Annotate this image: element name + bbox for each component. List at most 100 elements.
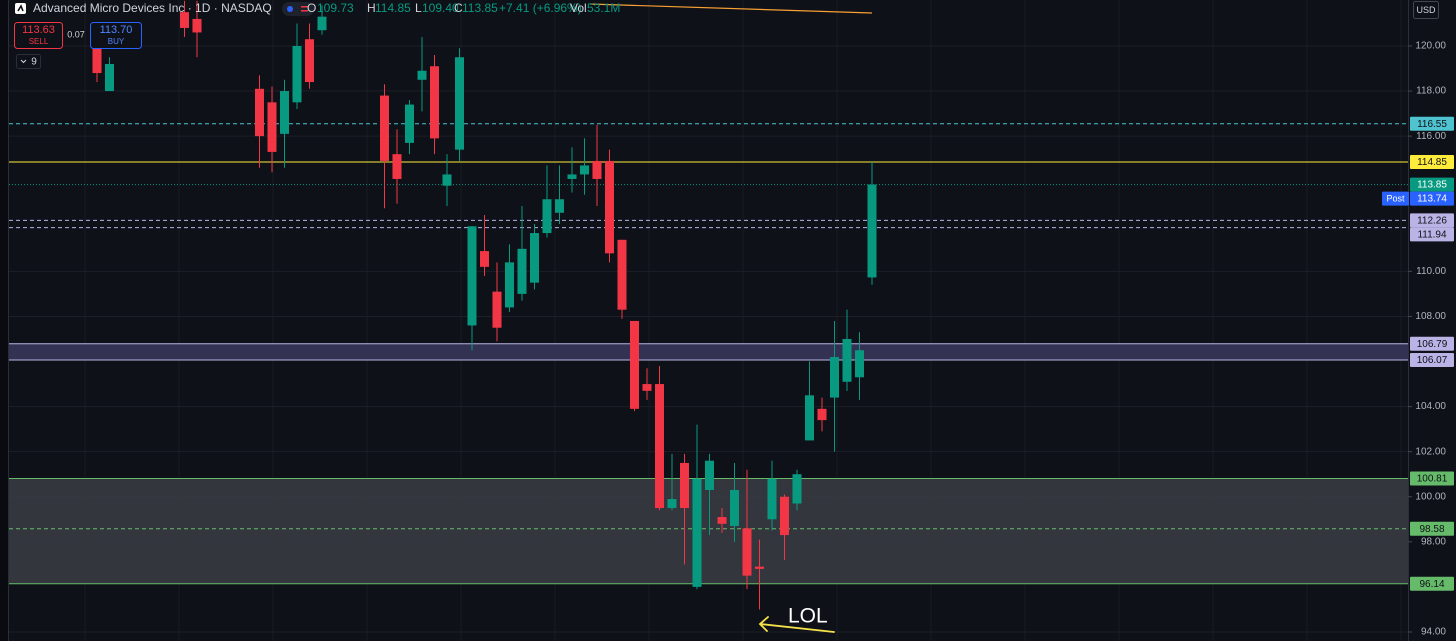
symbol-title: Advanced Micro Devices Inc · 1D · NASDAQ xyxy=(33,1,272,15)
header: Advanced Micro Devices Inc · 1D · NASDAQ… xyxy=(15,1,620,16)
candle-body xyxy=(692,478,702,587)
ohlc-value: 114.85 xyxy=(375,1,411,15)
candle-body xyxy=(392,154,402,179)
price-label-box xyxy=(1410,116,1454,131)
buy-button[interactable] xyxy=(90,22,142,49)
axis-labels: 94.00 98.00 100.00 102.00 104.00 108.00 110.00… xyxy=(1382,41,1454,638)
candle-body xyxy=(592,160,602,179)
candle-body xyxy=(530,233,539,283)
candle-body xyxy=(180,12,189,28)
price-label: 100.81 xyxy=(1417,474,1448,485)
price-label-box xyxy=(1410,155,1454,170)
sell-price: 113.63 xyxy=(22,24,55,36)
candle-body xyxy=(417,70,427,80)
indicators-toggle[interactable] xyxy=(16,54,41,69)
sell-button[interactable] xyxy=(14,22,63,49)
candle-body xyxy=(467,226,477,326)
candle-body xyxy=(805,395,814,441)
candle-body xyxy=(317,16,327,31)
ohlc-label: H xyxy=(367,1,376,15)
y-tick-label: 102.00 xyxy=(1415,446,1446,457)
ohlc-value: 109.40 xyxy=(422,1,459,15)
candle-body xyxy=(255,88,264,137)
price-tag-box xyxy=(1382,191,1409,206)
y-tick-label: 120.00 xyxy=(1415,41,1446,52)
currency-button[interactable] xyxy=(1413,1,1439,19)
candle-body xyxy=(517,248,527,294)
candle-body xyxy=(742,528,752,576)
candle-body xyxy=(717,517,727,524)
candle-body xyxy=(780,496,789,536)
annotation-text: LOL xyxy=(788,605,828,628)
buy-price: 113.70 xyxy=(100,24,133,36)
candle-body xyxy=(617,239,627,310)
ohlc-label: C xyxy=(454,1,463,15)
price-label-box xyxy=(1410,177,1454,192)
spread: 0.07 xyxy=(67,29,85,39)
price-label: 113.85 xyxy=(1417,180,1447,191)
candle-body xyxy=(455,57,464,150)
price-label: 106.79 xyxy=(1417,339,1448,350)
candle-body xyxy=(867,184,877,278)
price-label-box xyxy=(1410,576,1454,591)
price-label-box xyxy=(1410,471,1454,486)
logo-glyph xyxy=(17,4,24,12)
y-tick-label: 108.00 xyxy=(1415,311,1446,322)
candle-body xyxy=(855,350,864,378)
candle-body xyxy=(505,262,514,308)
candle-body xyxy=(755,566,764,569)
price-label: 98.58 xyxy=(1419,524,1444,535)
price-label-box xyxy=(1410,521,1454,536)
candle-body xyxy=(842,338,852,382)
volume-value: 53.1M xyxy=(587,1,620,15)
trade-panel: 113.63 SELL 0.07 113.70 BUY 9 xyxy=(14,22,142,69)
candle-body xyxy=(730,489,739,527)
levels xyxy=(9,123,1408,585)
candle-body xyxy=(280,91,289,134)
candle-body xyxy=(92,39,102,74)
price-label: 112.26 xyxy=(1417,216,1447,227)
candles xyxy=(92,0,877,610)
ohlc-label: L xyxy=(415,1,422,15)
candle-body xyxy=(442,174,452,186)
status-dot xyxy=(287,6,293,12)
candle-body xyxy=(430,66,439,139)
candle-body xyxy=(705,460,714,490)
candle-body xyxy=(492,291,502,328)
y-tick-label: 116.00 xyxy=(1416,131,1446,142)
price-label-box xyxy=(1410,336,1454,351)
ohlc-value: 113.85 xyxy=(462,1,498,15)
candle-body xyxy=(680,462,689,509)
currency: USD xyxy=(1416,5,1436,15)
volume-label: Vol xyxy=(570,1,587,15)
price-label-box xyxy=(1410,213,1454,228)
candle-body xyxy=(380,95,389,161)
candle-body xyxy=(792,474,802,504)
candle-body xyxy=(105,64,114,92)
symbol-logo xyxy=(15,3,26,14)
candle-body xyxy=(605,160,614,254)
indicators-count: 9 xyxy=(31,57,37,68)
status-pill[interactable] xyxy=(282,2,314,16)
candle-body xyxy=(655,384,664,509)
change-value: +7.41 (+6.96%) xyxy=(499,1,582,15)
price-label: 113.74 xyxy=(1417,194,1447,205)
candle-body xyxy=(567,174,577,179)
price-label: 96.14 xyxy=(1419,579,1444,590)
price-label: 111.94 xyxy=(1417,230,1447,241)
candle-body xyxy=(767,478,777,520)
price-label-box xyxy=(1410,191,1454,206)
y-tick-label: 104.00 xyxy=(1415,401,1446,412)
ohlc-value: 109.73 xyxy=(317,1,354,15)
zone xyxy=(9,478,1408,584)
chevron xyxy=(20,59,27,64)
trend-line xyxy=(589,3,873,14)
y-tick-label: 110.00 xyxy=(1416,266,1446,277)
sell-label: SELL xyxy=(29,37,49,46)
candle-body xyxy=(305,39,314,83)
candle-body xyxy=(192,18,202,33)
price-label: 106.07 xyxy=(1417,355,1448,366)
zone xyxy=(9,343,1408,360)
